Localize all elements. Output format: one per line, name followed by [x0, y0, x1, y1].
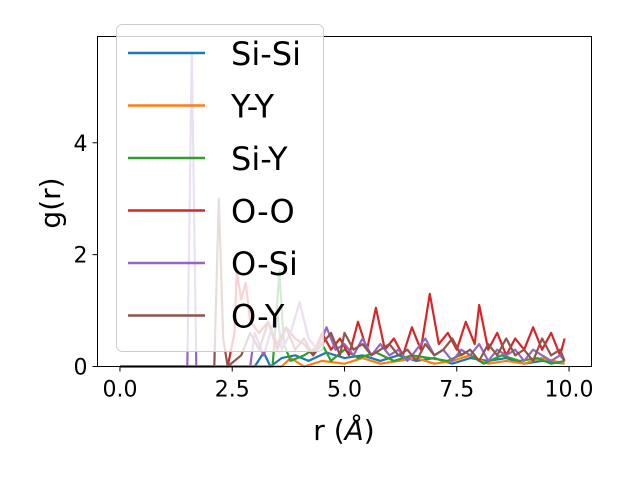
legend-box — [116, 24, 324, 352]
legend-label: O-Si — [231, 245, 298, 283]
x-tick-label: 5.0 — [327, 378, 362, 403]
x-tick-label: 2.5 — [215, 378, 250, 403]
legend-label: O-O — [231, 193, 295, 231]
series-line-si-si — [120, 351, 565, 368]
legend-label: Si-Y — [231, 140, 288, 178]
y-tick-label: 2 — [74, 244, 88, 269]
legend-label: Y-Y — [230, 88, 275, 126]
x-tick-label: 10.0 — [545, 378, 594, 403]
y-axis-ticks: 0 2 4 — [74, 132, 98, 381]
x-tick-label: 7.5 — [439, 378, 474, 403]
legend-label: Si-Si — [231, 35, 301, 73]
y-tick-label: 0 — [74, 356, 88, 381]
x-tick-label: 0.0 — [102, 378, 137, 403]
x-axis-ticks: 0.0 2.5 5.0 7.5 10.0 — [102, 366, 594, 403]
legend: Si-Si Y-Y Si-Y O-O O-Si O-Y — [116, 24, 324, 352]
y-tick-label: 4 — [74, 132, 88, 157]
x-axis-label: r (Å) — [313, 413, 374, 447]
legend-label: O-Y — [231, 298, 285, 336]
series-line-si-y — [120, 270, 565, 368]
y-axis-label: g(r) — [34, 177, 67, 228]
